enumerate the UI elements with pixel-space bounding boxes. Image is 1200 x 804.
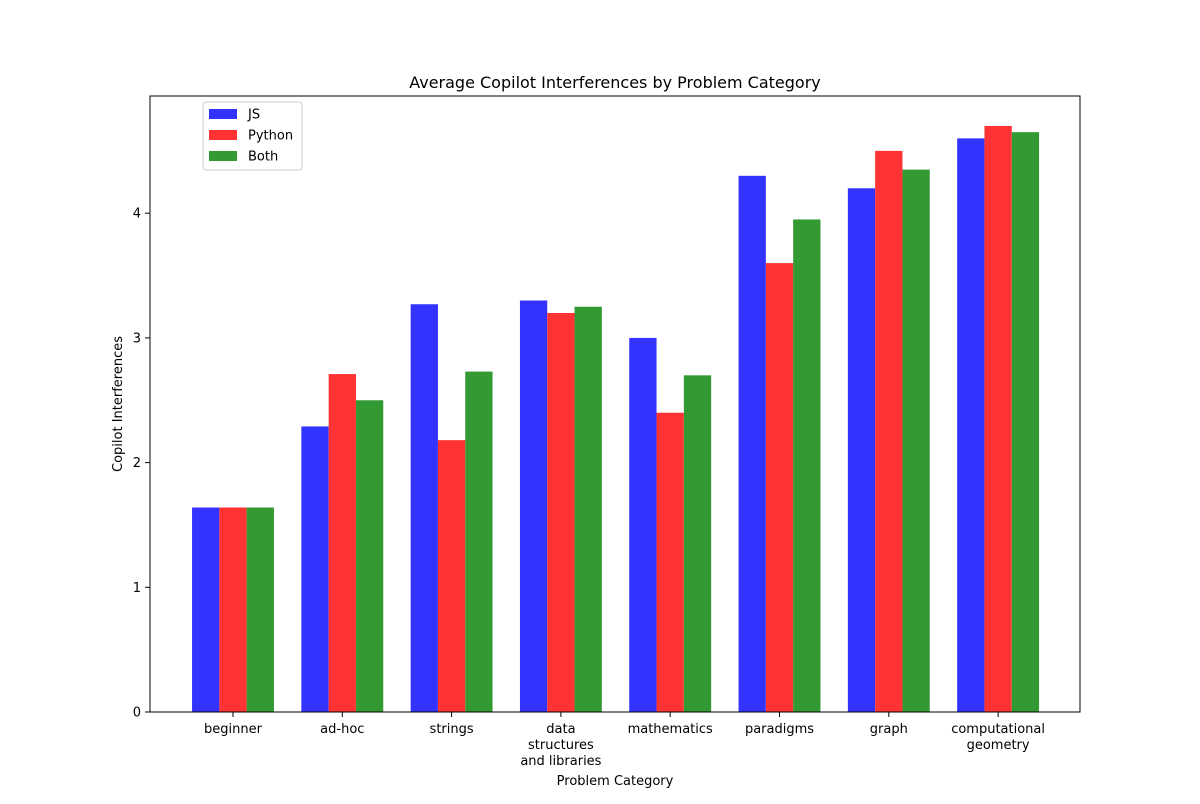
bar-python-6 xyxy=(875,150,903,712)
y-tick-label: 3 xyxy=(133,331,141,346)
x-tick-label: paradigms xyxy=(745,722,814,737)
bar-js-0 xyxy=(192,507,220,712)
x-tick-label: graph xyxy=(870,722,908,737)
y-tick-label: 4 xyxy=(133,207,141,222)
bar-python-4 xyxy=(656,412,684,712)
legend-label-js: JS xyxy=(247,108,260,123)
bar-js-6 xyxy=(847,188,876,712)
bar-js-5 xyxy=(738,175,766,712)
bar-js-3 xyxy=(519,300,548,712)
legend-label-python: Python xyxy=(248,129,293,144)
legend-swatch-both xyxy=(209,151,237,161)
bar-js-4 xyxy=(629,337,657,712)
bars-layer xyxy=(192,125,1040,713)
bar-python-3 xyxy=(547,312,575,712)
y-tick-label: 0 xyxy=(133,706,141,721)
x-tick-label: computational geometry xyxy=(951,722,1045,753)
x-axis-ticks: beginner ad-hoc strings data structures and l… xyxy=(204,712,1045,769)
bar-both-0 xyxy=(246,507,274,712)
bar-js-7 xyxy=(957,138,985,712)
y-tick-label: 1 xyxy=(133,581,141,596)
x-tick-label: data structures and libraries xyxy=(520,722,601,769)
legend-items: JS Python Both xyxy=(209,108,293,165)
y-axis-ticks: 0 1 2 3 4 xyxy=(133,207,150,721)
bar-python-2 xyxy=(437,440,466,712)
legend-swatch-python xyxy=(209,130,237,140)
bar-both-4 xyxy=(683,375,712,712)
bar-js-2 xyxy=(410,304,438,712)
x-tick-label: mathematics xyxy=(628,722,713,737)
bar-python-0 xyxy=(219,507,247,712)
legend-swatch-js xyxy=(209,109,237,119)
bar-both-2 xyxy=(465,371,493,712)
x-axis-label: Problem Category xyxy=(557,774,674,789)
bar-both-1 xyxy=(355,400,384,712)
y-tick-label: 2 xyxy=(133,456,141,471)
legend: JS Python Both xyxy=(202,101,303,171)
x-tick-label: strings xyxy=(430,722,474,737)
bar-python-5 xyxy=(765,263,794,712)
plot-frame xyxy=(149,95,1081,713)
bar-both-5 xyxy=(793,219,821,712)
x-tick-label: beginner xyxy=(204,722,263,737)
bar-python-1 xyxy=(328,374,356,712)
legend-label-both: Both xyxy=(248,150,278,165)
bar-python-7 xyxy=(984,125,1012,713)
bar-js-1 xyxy=(301,426,329,712)
bar-both-6 xyxy=(902,169,930,712)
bar-both-3 xyxy=(574,306,602,712)
x-tick-label: ad-hoc xyxy=(320,722,364,737)
bar-both-7 xyxy=(1011,132,1040,712)
y-axis-label: Copilot Interferences xyxy=(111,336,126,472)
chart-title: Average Copilot Interferences by Problem… xyxy=(409,73,821,92)
